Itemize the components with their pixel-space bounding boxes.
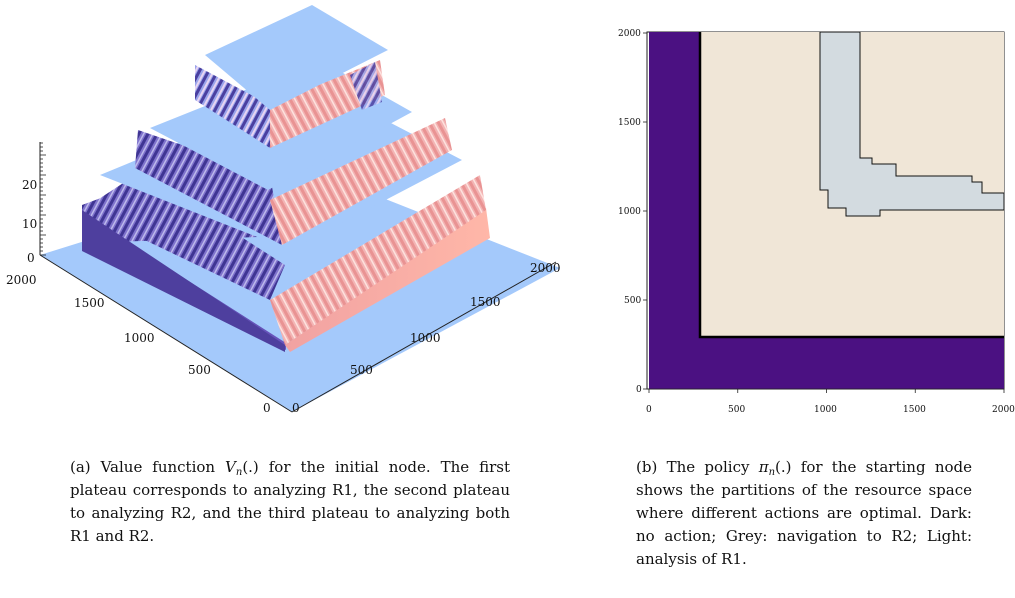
z-axis: 20 10 0 <box>22 142 46 265</box>
y-tick-labels: 0 500 1000 1500 2000 <box>618 29 642 395</box>
x-tick-label: 1000 <box>814 405 837 415</box>
plateau-3-corner-stripes <box>350 62 382 110</box>
plateau-2-left-wall <box>135 130 282 245</box>
caption-a-text: for the initial node. The first plateau … <box>70 458 510 545</box>
value-function-figure: 20 10 0 2000 1500 1000 500 0 0 500 1000 … <box>0 0 600 430</box>
x-tick-label: 0 <box>646 405 652 415</box>
plateau-1-left-stripes <box>82 172 285 300</box>
z-tick-label: 0 <box>27 251 35 265</box>
y-tick-label: 1000 <box>124 331 155 345</box>
plateau-1-front-face <box>82 210 285 352</box>
y-tick-label: 1500 <box>618 118 641 128</box>
region-navigation-r2 <box>819 31 1005 217</box>
plateau-3-top <box>205 5 388 110</box>
caption-b-subscript: n <box>768 467 776 478</box>
y-tick-label: 1000 <box>618 207 641 217</box>
y-tick-label: 500 <box>188 363 211 377</box>
x-tick-label: 0 <box>292 401 300 415</box>
plateau-2-right-wall <box>270 118 452 245</box>
y-tick-label: 2000 <box>618 29 641 39</box>
x-tick-labels: 0 500 1000 1500 2000 <box>646 405 1015 415</box>
y-axis <box>643 32 648 390</box>
caption-a-prefix: (a) Value function <box>70 458 226 476</box>
y-tick-label: 2000 <box>6 273 37 287</box>
x-tick-label: 2000 <box>530 261 561 275</box>
x-tick-label: 1000 <box>410 331 441 345</box>
caption-b-arg: (.) <box>775 458 792 476</box>
x-tick-label: 1500 <box>470 295 501 309</box>
caption-a: (a) Value function Vn(.) for the initial… <box>70 456 510 548</box>
value-function-surface: 20 10 0 2000 1500 1000 500 0 0 500 1000 … <box>6 5 561 415</box>
x-tick-label: 1500 <box>903 405 926 415</box>
caption-a-arg: (.) <box>242 458 259 476</box>
z-tick-label: 10 <box>22 217 37 231</box>
plateau-1-right-stripes <box>270 175 486 345</box>
caption-b-symbol: π <box>758 458 769 476</box>
caption-b-text: for the starting node shows the partitio… <box>636 458 972 568</box>
y-tick-label: 0 <box>263 401 271 415</box>
region-boundary <box>698 32 1004 339</box>
plateau-1-right-wall <box>285 208 490 352</box>
caption-b-prefix: (b) The policy <box>636 458 759 476</box>
y-tick-label: 500 <box>624 296 641 306</box>
z-tick-label: 20 <box>22 178 37 192</box>
policy-figure: 0 500 1000 1500 2000 0 500 1000 1500 200… <box>600 0 1015 430</box>
x-axis: 0 500 1000 1500 2000 <box>291 261 561 415</box>
plateau-3-left-wall <box>195 65 270 148</box>
y-tick-label: 0 <box>636 385 642 395</box>
x-tick-label: 500 <box>728 405 745 415</box>
x-axis <box>648 388 1005 393</box>
x-tick-label: 2000 <box>992 405 1015 415</box>
caption-a-subscript: n <box>235 467 243 478</box>
caption-b: (b) The policy πn(.) for the starting no… <box>636 456 972 571</box>
caption-a-symbol: V <box>225 458 236 476</box>
x-tick-label: 500 <box>350 363 373 377</box>
y-axis: 2000 1500 1000 500 0 <box>6 254 293 415</box>
policy-partition-plot: 0 500 1000 1500 2000 0 500 1000 1500 200… <box>618 29 1015 415</box>
y-tick-label: 1500 <box>74 296 105 310</box>
